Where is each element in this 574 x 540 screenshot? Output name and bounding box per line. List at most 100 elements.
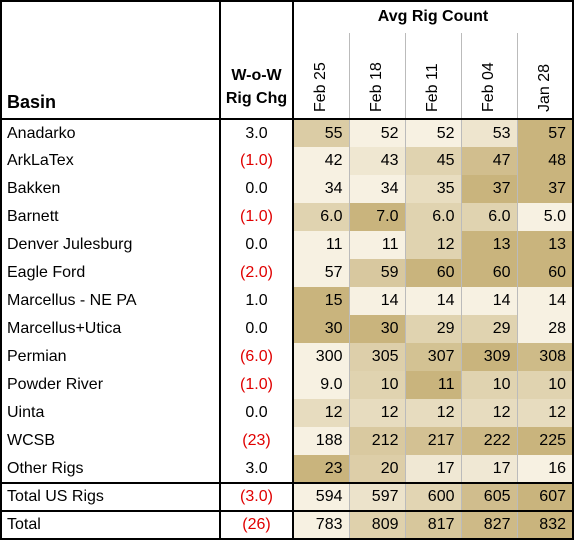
basin-name: Bakken	[0, 175, 220, 203]
basin-name: Permian	[0, 343, 220, 371]
rig-count-value: 57	[516, 118, 574, 147]
date-header-cell: Feb 04	[460, 32, 517, 119]
basin-name: Marcellus+Utica	[0, 315, 220, 343]
table-row: Anadarko 3.0 55 52 52 53 57	[0, 118, 574, 147]
rig-count-value: 16	[516, 455, 574, 483]
total-row: Total (26) 783 809 817 827 832	[0, 510, 574, 540]
date-header-cell: Feb 18	[348, 32, 405, 119]
date-header-cell: Jan 28	[516, 32, 574, 119]
rig-count-value: 60	[516, 259, 574, 287]
rig-count-value: 55	[292, 118, 349, 147]
date-header-label: Feb 04	[480, 62, 497, 112]
rig-count-value: 60	[404, 259, 461, 287]
rig-count-value: 34	[348, 175, 405, 203]
table-row: Denver Julesburg 0.0 11 11 12 13 13	[0, 231, 574, 259]
wow-change: 3.0	[219, 455, 293, 483]
rig-count-value: 14	[460, 287, 517, 315]
basin-name: Other Rigs	[0, 455, 220, 483]
rig-count-value: 20	[348, 455, 405, 483]
rig-count-value: 309	[460, 343, 517, 371]
rig-count-value: 6.0	[460, 203, 517, 231]
wow-change: 0.0	[219, 315, 293, 343]
rig-count-value: 14	[348, 287, 405, 315]
wow-change: (2.0)	[219, 259, 293, 287]
wow-header-line-2: Rig Chg	[225, 90, 288, 107]
wow-change: (6.0)	[219, 343, 293, 371]
rig-count-value: 14	[404, 287, 461, 315]
table-row: Uinta 0.0 12 12 12 12 12	[0, 399, 574, 427]
rig-count-value: 225	[516, 427, 574, 455]
rig-count-value: 6.0	[292, 203, 349, 231]
rig-count-value: 34	[292, 175, 349, 203]
wow-header-line-1: W-o-W	[231, 67, 282, 84]
rig-count-value: 45	[404, 147, 461, 175]
rig-count-value: 12	[404, 399, 461, 427]
rig-count-value: 23	[292, 455, 349, 483]
rig-count-value: 17	[460, 455, 517, 483]
rig-count-value: 600	[404, 482, 461, 511]
wow-change: 1.0	[219, 287, 293, 315]
wow-change: (1.0)	[219, 371, 293, 399]
rig-count-value: 29	[460, 315, 517, 343]
table-row: Eagle Ford (2.0) 57 59 60 60 60	[0, 259, 574, 287]
avg-rig-count-header: Avg Rig Count	[292, 0, 574, 33]
rig-count-value: 13	[460, 231, 517, 259]
rig-count-value: 48	[516, 147, 574, 175]
rig-count-value: 783	[292, 510, 349, 540]
basin-name: Barnett	[0, 203, 220, 231]
table-row: Permian (6.0) 300 305 307 309 308	[0, 343, 574, 371]
rig-count-value: 305	[348, 343, 405, 371]
rig-count-value: 594	[292, 482, 349, 511]
wow-change: (1.0)	[219, 203, 293, 231]
rig-count-value: 30	[292, 315, 349, 343]
rig-count-value: 10	[348, 371, 405, 399]
basin-name: Total US Rigs	[0, 482, 220, 511]
rig-count-value: 47	[460, 147, 517, 175]
rig-count-value: 30	[348, 315, 405, 343]
rig-count-value: 217	[404, 427, 461, 455]
basin-name: WCSB	[0, 427, 220, 455]
total-row: Total US Rigs (3.0) 594 597 600 605 607	[0, 482, 574, 511]
table-row: Marcellus - NE PA 1.0 15 14 14 14 14	[0, 287, 574, 315]
wow-change: 0.0	[219, 175, 293, 203]
basin-name: ArkLaTex	[0, 147, 220, 175]
rig-count-value: 52	[404, 118, 461, 147]
rig-count-value: 43	[348, 147, 405, 175]
rig-count-value: 59	[348, 259, 405, 287]
rig-count-value: 7.0	[348, 203, 405, 231]
basin-name: Powder River	[0, 371, 220, 399]
rig-count-value: 300	[292, 343, 349, 371]
rig-count-value: 13	[516, 231, 574, 259]
rig-count-value: 37	[460, 175, 517, 203]
date-header-label: Feb 18	[368, 62, 385, 112]
rig-count-value: 597	[348, 482, 405, 511]
rig-count-value: 57	[292, 259, 349, 287]
rig-count-value: 817	[404, 510, 461, 540]
basin-name: Anadarko	[0, 118, 220, 147]
rig-count-value: 9.0	[292, 371, 349, 399]
wow-change: (26)	[219, 510, 293, 540]
rig-count-value: 15	[292, 287, 349, 315]
date-header-label: Feb 11	[424, 63, 441, 112]
rig-count-value: 6.0	[404, 203, 461, 231]
table-row: WCSB (23) 188 212 217 222 225	[0, 427, 574, 455]
basin-header-spacer: Basin	[0, 0, 220, 119]
rig-count-value: 809	[348, 510, 405, 540]
date-header-label: Jan 28	[535, 63, 553, 112]
rig-count-value: 60	[460, 259, 517, 287]
date-header-cell: Feb 11	[404, 32, 461, 119]
wow-header: W-o-W Rig Chg	[219, 0, 293, 119]
rig-count-value: 10	[516, 371, 574, 399]
basin-name: Uinta	[0, 399, 220, 427]
rig-count-value: 12	[460, 399, 517, 427]
rig-count-value: 28	[516, 315, 574, 343]
basin-name: Denver Julesburg	[0, 231, 220, 259]
rig-count-value: 827	[460, 510, 517, 540]
rig-count-value: 5.0	[516, 203, 574, 231]
wow-change: 0.0	[219, 399, 293, 427]
basin-column-header: Basin	[7, 92, 57, 112]
rig-count-value: 222	[460, 427, 517, 455]
header-row-dates: Feb 25 Feb 18 Feb 11 Feb 04 Jan 28	[1, 32, 574, 119]
rig-count-value: 212	[348, 427, 405, 455]
